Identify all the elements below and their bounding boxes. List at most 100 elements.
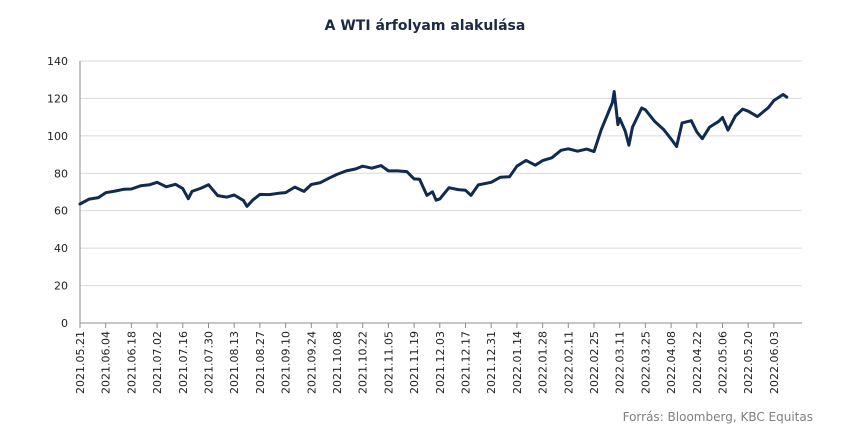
data-point [302, 190, 306, 193]
source-note: Forrás: Bloomberg, KBC Equitas [622, 410, 813, 424]
x-tick-label: 2022.02.25 [588, 331, 601, 394]
x-tick-label: 2022.03.11 [614, 331, 627, 394]
data-point [690, 119, 693, 122]
data-point [741, 107, 744, 111]
gridlines [80, 60, 802, 287]
x-tick-label: 2022.05.06 [717, 331, 730, 394]
data-point [293, 185, 296, 189]
x-tick-label: 2021.09.10 [280, 331, 293, 394]
data-point [680, 121, 684, 125]
chart-title: A WTI árfolyam alakulása [324, 18, 526, 34]
data-point [785, 95, 788, 99]
data-point [524, 159, 528, 162]
x-tick-label: 2021.09.24 [305, 331, 318, 394]
data-point [405, 170, 408, 173]
data-point [499, 176, 502, 179]
data-point [605, 114, 609, 118]
data-point [721, 116, 724, 119]
data-point [600, 128, 603, 131]
data-point [97, 196, 100, 199]
data-point [726, 128, 730, 132]
y-tick-label: 0 [61, 317, 68, 330]
data-point [319, 181, 322, 184]
data-point [225, 195, 229, 199]
data-point [438, 197, 441, 201]
data-point [644, 108, 647, 112]
data-point [387, 169, 390, 173]
x-tick-label: 2021.11.19 [408, 331, 421, 394]
data-point [181, 187, 184, 190]
data-point [447, 186, 451, 189]
x-tick-label: 2021.12.31 [485, 331, 498, 394]
data-point [207, 183, 210, 186]
data-point [418, 178, 421, 181]
x-tick-label: 2021.12.03 [434, 331, 447, 394]
data-point [345, 169, 348, 173]
data-point [515, 165, 519, 168]
data-point [431, 190, 434, 193]
data-point [631, 125, 634, 129]
data-point [695, 130, 698, 134]
data-point [567, 147, 570, 150]
series-group [78, 90, 789, 208]
data-point [477, 183, 480, 187]
x-tick-label: 2022.06.03 [768, 331, 781, 394]
data-point [653, 120, 656, 123]
data-point [613, 90, 616, 93]
data-point [267, 193, 271, 196]
data-point [396, 169, 399, 173]
data-point [187, 197, 190, 200]
data-point [165, 185, 168, 188]
data-point [310, 183, 313, 186]
data-point [155, 181, 159, 184]
y-tick-label: 20 [54, 280, 68, 293]
data-point [767, 106, 770, 109]
x-tick-label: 2021.12.17 [460, 331, 473, 394]
x-tick-label: 2021.05.21 [74, 331, 87, 394]
data-point [624, 129, 627, 133]
data-point [490, 181, 493, 184]
x-tick-label: 2021.06.04 [100, 331, 113, 394]
x-tick-label: 2021.07.16 [177, 331, 190, 394]
data-point [130, 187, 133, 191]
data-point [669, 137, 673, 141]
data-point [284, 191, 287, 194]
x-tick-label: 2022.04.08 [665, 331, 678, 394]
y-tick-label: 140 [47, 55, 68, 68]
axes [79, 61, 802, 328]
data-point [457, 188, 460, 191]
data-point [251, 199, 254, 202]
series-line [78, 90, 789, 208]
y-tick-label: 100 [47, 130, 68, 143]
data-point [216, 194, 219, 197]
data-point [412, 177, 416, 181]
x-tick-label: 2022.05.20 [742, 331, 755, 394]
data-point [361, 165, 364, 168]
x-tick-label: 2021.07.02 [151, 331, 164, 394]
data-point [200, 186, 203, 190]
x-tick-label: 2021.08.27 [254, 331, 267, 394]
data-point [627, 144, 631, 147]
data-point [78, 202, 82, 206]
data-point [576, 150, 579, 153]
x-tick-label: 2021.08.13 [228, 331, 241, 394]
data-point [354, 167, 357, 171]
data-point [469, 194, 473, 197]
data-point [756, 115, 759, 118]
x-tick-labels: 2021.05.21 2021.06.04 2021.06.18 2021.07.02… [74, 331, 781, 394]
x-tick-label: 2021.07.30 [203, 331, 216, 394]
data-point [640, 106, 643, 110]
x-tick-label: 2022.01.28 [537, 331, 550, 394]
data-point [139, 184, 142, 187]
data-point [550, 156, 553, 159]
data-point [233, 193, 236, 197]
x-tick-label: 2021.11.05 [382, 331, 395, 394]
y-tick-label: 60 [54, 205, 68, 218]
data-point [747, 110, 750, 113]
data-point [611, 101, 614, 104]
data-point [88, 197, 91, 201]
x-tick-label: 2022.02.11 [562, 331, 575, 394]
data-point [277, 192, 280, 195]
data-point [174, 183, 177, 186]
